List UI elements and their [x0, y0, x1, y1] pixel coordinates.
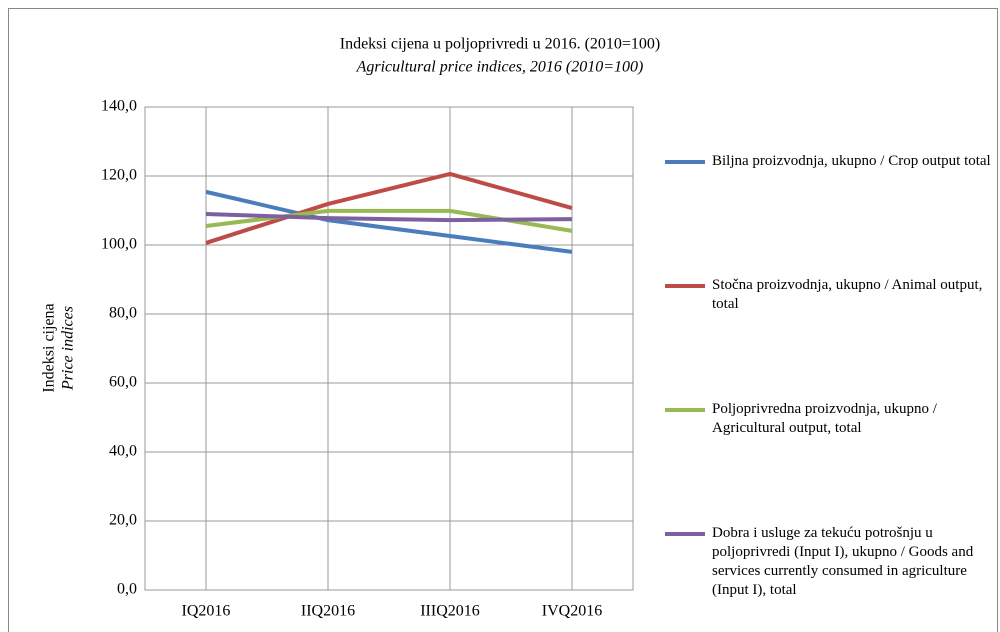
- y-tick-label: 80,0: [109, 305, 137, 322]
- x-tick-label: IIQ2016: [301, 603, 355, 620]
- y-axis-sublabel: Price indices: [60, 306, 77, 391]
- y-tick-label: 60,0: [109, 374, 137, 391]
- x-tick-label: IQ2016: [182, 603, 231, 620]
- y-tick-label: 120,0: [101, 167, 137, 184]
- legend-label: Dobra i usluge za tekuću potrošnju u pol…: [712, 525, 974, 598]
- plot-border: [144, 106, 634, 591]
- chart-border: [8, 8, 998, 632]
- y-tick-label: 100,0: [101, 236, 137, 253]
- legend-label: Poljoprivredna proizvodnja, ukupno / Agr…: [712, 401, 937, 436]
- x-tick-label: IVQ2016: [542, 603, 602, 620]
- y-tick-label: 0,0: [117, 581, 137, 598]
- x-tick-label: IIIQ2016: [420, 603, 480, 620]
- chart-subtitle: Agricultural price indices, 2016 (2010=1…: [356, 59, 644, 76]
- y-tick-label: 20,0: [109, 512, 137, 529]
- y-tick-label: 140,0: [101, 98, 137, 115]
- series-line: [205, 171, 573, 245]
- y-tick-label: 40,0: [109, 443, 137, 460]
- y-axis-label: Indeksi cijena: [41, 303, 58, 392]
- legend-label: Biljna proizvodnja, ukupno / Crop output…: [712, 153, 991, 169]
- legend-label: Stočna proizvodnja, ukupno / Animal outp…: [712, 277, 983, 312]
- series-line: [205, 211, 573, 223]
- series-line: [205, 189, 573, 254]
- chart-title: Indeksi cijena u poljoprivredi u 2016. (…: [340, 36, 661, 53]
